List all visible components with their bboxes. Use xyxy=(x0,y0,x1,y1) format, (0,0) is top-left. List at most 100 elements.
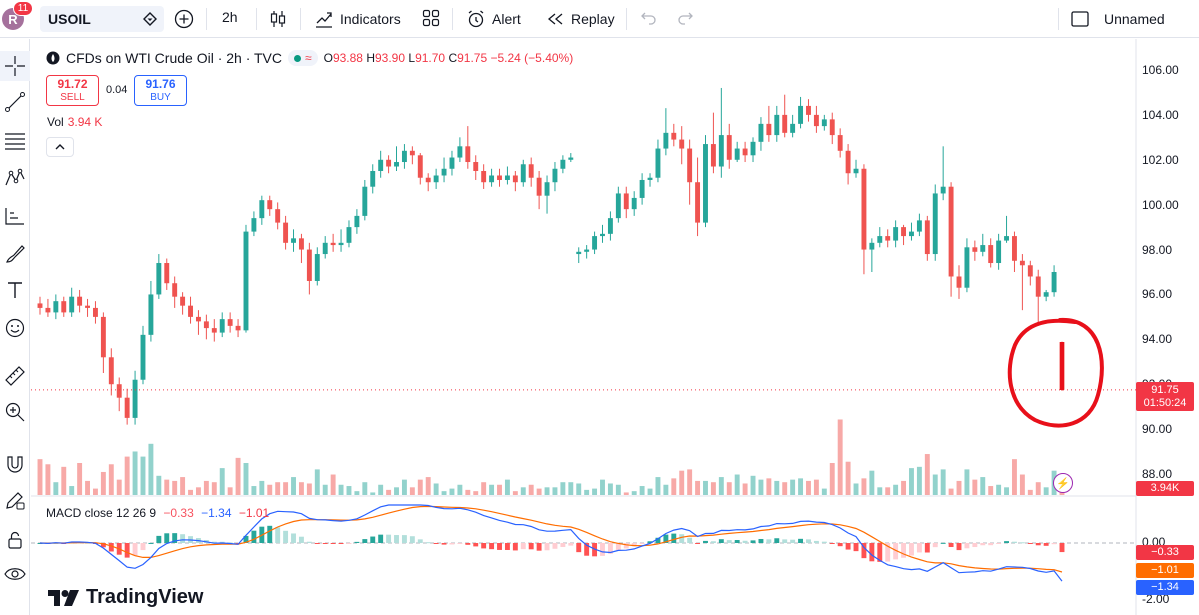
candle-body xyxy=(53,301,59,313)
candle-body xyxy=(552,168,558,183)
trendline-icon xyxy=(5,92,25,112)
market-status[interactable]: ≈ xyxy=(288,50,318,66)
volume-bar xyxy=(576,483,582,495)
legend-title[interactable]: CFDs on WTI Crude Oil · 2h · TVC xyxy=(66,50,283,66)
forecast-tool[interactable] xyxy=(0,201,30,231)
volume-bar xyxy=(1043,487,1049,495)
macd-histogram-bar xyxy=(512,543,518,551)
measure-tool[interactable] xyxy=(0,361,30,391)
volume-legend[interactable]: Vol 3.94 K xyxy=(47,115,102,129)
volume-bar xyxy=(433,483,439,495)
macd-histogram-bar xyxy=(813,540,819,543)
trendline-tool[interactable] xyxy=(0,87,30,117)
templates-button[interactable] xyxy=(422,9,440,27)
volume-bar xyxy=(1027,489,1033,495)
volume-bar xyxy=(219,468,225,495)
divider xyxy=(1058,8,1059,30)
candle-body xyxy=(306,249,312,281)
volume-tag: 3.94K xyxy=(1136,481,1194,496)
grid-icon xyxy=(422,9,440,27)
candle-body xyxy=(972,247,978,252)
projection-icon xyxy=(5,208,24,225)
price-axis-tick: 88.00 xyxy=(1142,467,1173,481)
volume-bar xyxy=(647,488,653,495)
collapse-legend-button[interactable] xyxy=(46,137,74,157)
macd-histogram-bar xyxy=(457,543,463,544)
macd-legend[interactable]: MACD close 12 26 9 −0.33 −1.34 −1.01 xyxy=(46,506,269,520)
volume-bar xyxy=(639,486,645,495)
macd-histogram-bar xyxy=(441,543,447,545)
text-tool[interactable] xyxy=(0,275,30,305)
smiley-icon xyxy=(5,318,25,338)
fib-tool[interactable] xyxy=(0,125,30,155)
crosshair-icon xyxy=(5,56,25,76)
add-symbol-button[interactable] xyxy=(174,9,194,29)
divider xyxy=(300,8,301,30)
sell-button[interactable]: 91.72 SELL xyxy=(46,75,99,106)
lock-drawing-tool[interactable] xyxy=(0,485,30,515)
macd-histogram-bar xyxy=(465,543,471,545)
candle-body xyxy=(85,305,90,308)
macd-histogram-bar xyxy=(1051,543,1057,545)
macd-histogram-bar xyxy=(211,541,217,543)
layout-button[interactable]: Unnamed xyxy=(1070,9,1165,29)
macd-histogram-bar xyxy=(1043,543,1049,546)
rewind-icon xyxy=(547,13,563,25)
volume-bar xyxy=(766,478,772,495)
macd-histogram-bar xyxy=(932,543,938,548)
brush-tool[interactable] xyxy=(0,239,30,269)
macd-histogram-bar xyxy=(283,530,289,543)
crosshair-tool[interactable] xyxy=(0,51,30,81)
macd-histogram-bar xyxy=(893,543,899,560)
candle-body xyxy=(671,132,677,140)
interval-button[interactable]: 2h xyxy=(222,9,238,25)
volume-bar xyxy=(980,477,986,495)
buy-button[interactable]: 91.76 BUY xyxy=(134,75,187,106)
lock-all-tool[interactable] xyxy=(0,525,30,555)
replay-button[interactable]: Replay xyxy=(545,9,615,29)
volume-bar xyxy=(512,491,518,495)
macd-histogram-bar xyxy=(687,537,693,543)
red-circle-annotation xyxy=(1007,317,1104,428)
macd-histogram-bar xyxy=(766,539,772,543)
indicators-button[interactable]: Indicators xyxy=(314,9,401,29)
symbol-diamond-icon[interactable] xyxy=(142,11,158,27)
zoom-tool[interactable] xyxy=(0,397,30,427)
candle-body xyxy=(964,247,970,288)
macd-histogram-bar xyxy=(394,535,399,543)
macd-histogram-bar xyxy=(695,543,701,544)
undo-button[interactable] xyxy=(640,9,658,27)
candle-body xyxy=(188,305,193,317)
alert-button[interactable]: Alert xyxy=(466,9,521,29)
macd-histogram-bar xyxy=(1059,543,1065,553)
hide-drawings-tool[interactable] xyxy=(0,559,30,589)
macd-histogram-bar xyxy=(520,543,526,550)
volume-bar xyxy=(782,482,788,495)
macd-histogram-bar xyxy=(845,543,851,550)
chart-type-button[interactable] xyxy=(268,9,288,29)
candle-body xyxy=(156,263,162,295)
macd-histogram-bar xyxy=(552,543,558,549)
macd-histogram-bar xyxy=(750,540,756,543)
candle-body xyxy=(148,294,154,335)
candle-body xyxy=(251,218,257,232)
candle-body xyxy=(275,209,281,223)
volume-bar xyxy=(774,480,780,495)
symbol-search-input[interactable]: USOIL xyxy=(40,6,164,32)
open-value: 93.88 xyxy=(332,51,363,65)
macd-histogram-bar xyxy=(489,543,495,550)
magnet-tool[interactable] xyxy=(0,449,30,479)
volume-bar xyxy=(378,484,384,495)
lightning-icon[interactable]: ⚡ xyxy=(1053,473,1073,493)
pattern-tool[interactable] xyxy=(0,163,30,193)
candle-body xyxy=(607,218,613,234)
price-axis-tick: 98.00 xyxy=(1142,242,1173,257)
redo-button[interactable] xyxy=(676,9,694,27)
tradingview-logo[interactable]: TradingView xyxy=(48,586,203,609)
candle-body xyxy=(901,227,907,237)
macd-histogram-bar xyxy=(821,541,827,543)
emoji-tool[interactable] xyxy=(0,313,30,343)
macd-histogram-bar xyxy=(346,543,352,544)
volume-bar xyxy=(568,482,574,495)
